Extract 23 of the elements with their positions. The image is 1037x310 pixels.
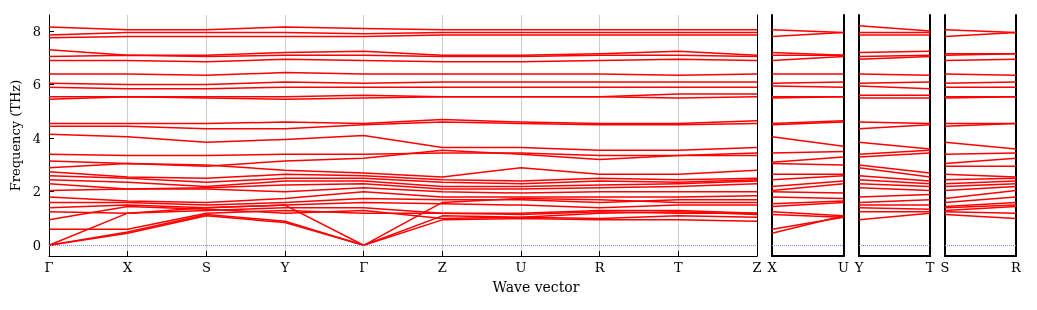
- y-tick-label: 2: [32, 184, 41, 200]
- x-tick-label: X: [123, 260, 134, 275]
- x-tick-label: X: [767, 260, 778, 275]
- x-axis-title: Wave vector: [492, 279, 580, 295]
- x-tick-label: R: [594, 260, 606, 275]
- x-tick-label: T: [925, 260, 935, 275]
- x-tick-label: Γ: [359, 260, 369, 275]
- x-tick-label: Z: [437, 260, 447, 275]
- x-tick-label: Y: [279, 260, 290, 275]
- x-tick-label: U: [838, 260, 850, 275]
- x-tick-label: S: [940, 260, 950, 275]
- x-tick-label: R: [1011, 260, 1023, 275]
- y-tick-label: 0: [32, 237, 41, 253]
- y-axis-title: Frequency (THz): [7, 79, 23, 192]
- x-tick-label: U: [515, 260, 527, 275]
- x-tick-label: Γ: [44, 260, 54, 275]
- y-tick-label: 6: [32, 77, 41, 93]
- y-tick-label: 8: [32, 23, 41, 39]
- x-tick-label: T: [674, 260, 683, 275]
- x-tick-label: S: [201, 260, 211, 275]
- x-tick-label: Y: [853, 260, 864, 275]
- x-tick-label: Z: [752, 260, 762, 275]
- y-tick-label: 4: [32, 130, 41, 146]
